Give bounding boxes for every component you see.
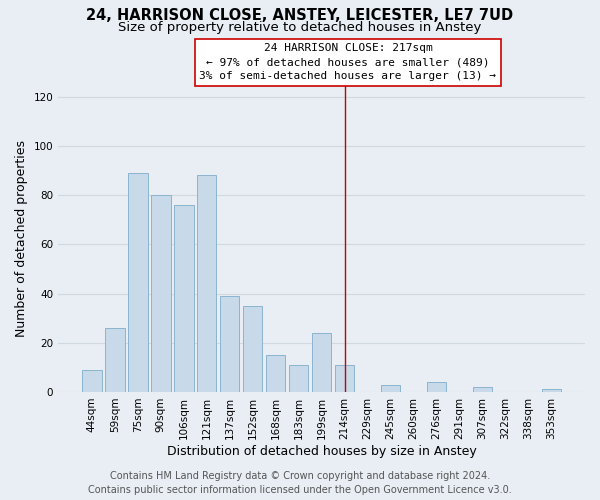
Text: 24, HARRISON CLOSE, ANSTEY, LEICESTER, LE7 7UD: 24, HARRISON CLOSE, ANSTEY, LEICESTER, L… [86, 8, 514, 22]
Bar [151, 195, 170, 392]
Text: Contains HM Land Registry data © Crown copyright and database right 2024.
Contai: Contains HM Land Registry data © Crown c… [88, 471, 512, 495]
Bar [335, 365, 355, 392]
Bar [82, 370, 101, 392]
Text: 24 HARRISON CLOSE: 217sqm
← 97% of detached houses are smaller (489)
3% of semi-: 24 HARRISON CLOSE: 217sqm ← 97% of detac… [199, 44, 496, 82]
Y-axis label: Number of detached properties: Number of detached properties [15, 140, 28, 336]
Bar [542, 390, 561, 392]
Bar [381, 384, 400, 392]
Bar [266, 355, 286, 392]
Bar [312, 333, 331, 392]
Bar [220, 296, 239, 392]
Bar [427, 382, 446, 392]
Bar [197, 176, 217, 392]
Bar [174, 205, 194, 392]
Bar [243, 306, 262, 392]
Text: Size of property relative to detached houses in Anstey: Size of property relative to detached ho… [118, 21, 482, 34]
X-axis label: Distribution of detached houses by size in Anstey: Distribution of detached houses by size … [167, 444, 476, 458]
Bar [105, 328, 125, 392]
Bar [289, 365, 308, 392]
Bar [473, 387, 492, 392]
Bar [128, 173, 148, 392]
